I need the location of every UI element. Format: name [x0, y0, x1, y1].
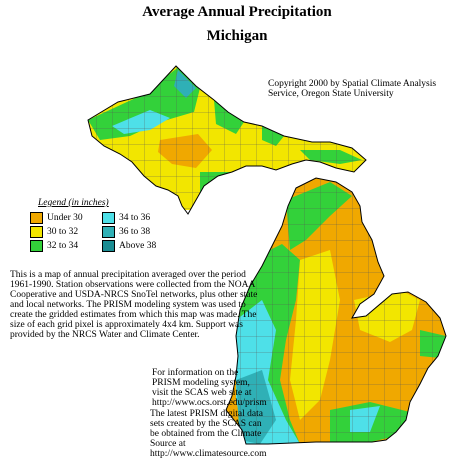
- legend-swatch: [30, 240, 43, 252]
- legend-item-30-32: 30 to 32: [30, 226, 78, 238]
- description-text: This is a map of annual precipitation av…: [10, 270, 258, 340]
- legend-item-above-38: Above 38: [102, 240, 156, 252]
- legend-item-34-36: 34 to 36: [102, 212, 150, 224]
- copyright-text: Copyright 2000 by Spatial Climate Analys…: [268, 79, 437, 99]
- map-subtitle: Michigan: [206, 28, 268, 44]
- data-info-text: The latest PRISM digital data sets creat…: [150, 409, 267, 459]
- lower-peninsula-outline: [225, 177, 447, 445]
- legend-swatch: [102, 226, 115, 238]
- legend-swatch: [102, 240, 115, 252]
- legend-item-under-30: Under 30: [30, 212, 83, 224]
- legend-item-36-38: 36 to 38: [102, 226, 150, 238]
- prism-info-text: For information on the PRISM modeling sy…: [152, 368, 267, 408]
- legend-swatch: [102, 212, 115, 224]
- legend: Legend (in inches) Under 30 30 to 32 32 …: [28, 198, 174, 254]
- upper-peninsula-outline: [87, 65, 367, 215]
- map-title: Average Annual Precipitation: [142, 4, 332, 20]
- legend-swatch: [30, 212, 43, 224]
- legend-swatch: [30, 226, 43, 238]
- legend-title: Legend (in inches): [38, 198, 109, 208]
- legend-item-32-34: 32 to 34: [30, 240, 78, 252]
